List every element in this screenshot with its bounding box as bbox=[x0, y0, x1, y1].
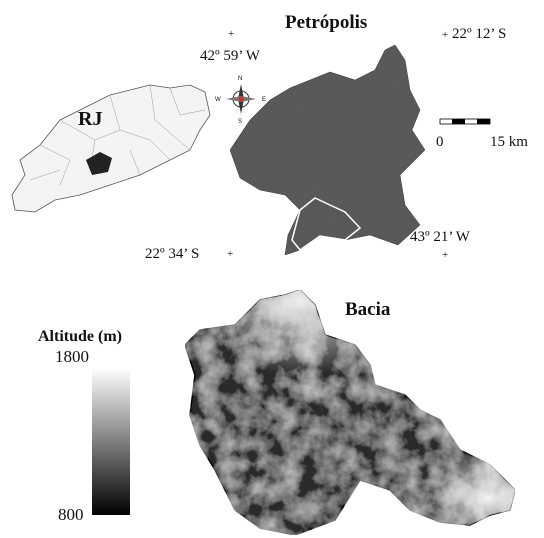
compass-label: E bbox=[262, 97, 266, 103]
compass-label: S bbox=[238, 119, 242, 125]
coordinate-label: 22º 12’ S bbox=[452, 26, 506, 42]
scale-label: 0 bbox=[436, 134, 444, 150]
coordinate-cross: + bbox=[442, 29, 448, 41]
page: body { margin: 0; width: 544px; height: … bbox=[0, 0, 544, 538]
coordinate-cross: + bbox=[442, 249, 448, 261]
figure: RJ Petrópolis + 42º 59’ W + 22º 12’ S 22… bbox=[0, 0, 544, 538]
coordinate-label: 22º 34’ S bbox=[145, 246, 199, 262]
state-outline bbox=[12, 85, 210, 212]
compass-label: W bbox=[215, 97, 221, 103]
coordinate-label: 42º 59’ W bbox=[200, 48, 261, 64]
state-label: RJ bbox=[78, 108, 102, 130]
coordinate-cross: + bbox=[228, 28, 234, 40]
page-body: {"labels": {"state": "RJ", "municipality… bbox=[0, 0, 544, 538]
legend-gradient bbox=[92, 368, 130, 515]
municipality-label: Petrópolis bbox=[285, 12, 367, 33]
coordinate-cross: + bbox=[227, 248, 233, 260]
coordinate-label: 43º 21’ W bbox=[410, 229, 471, 245]
municipality-relief bbox=[230, 45, 425, 255]
compass-label: N bbox=[238, 76, 242, 82]
basin-dem bbox=[185, 290, 515, 535]
legend-title: Altitude (m) bbox=[38, 328, 122, 345]
legend-max: 1800 bbox=[55, 347, 89, 366]
legend-min: 800 bbox=[58, 505, 84, 524]
basin-title: Bacia bbox=[345, 299, 391, 320]
scale-label: 15 km bbox=[490, 134, 528, 150]
scale-bar: 0 15 km bbox=[436, 119, 528, 150]
